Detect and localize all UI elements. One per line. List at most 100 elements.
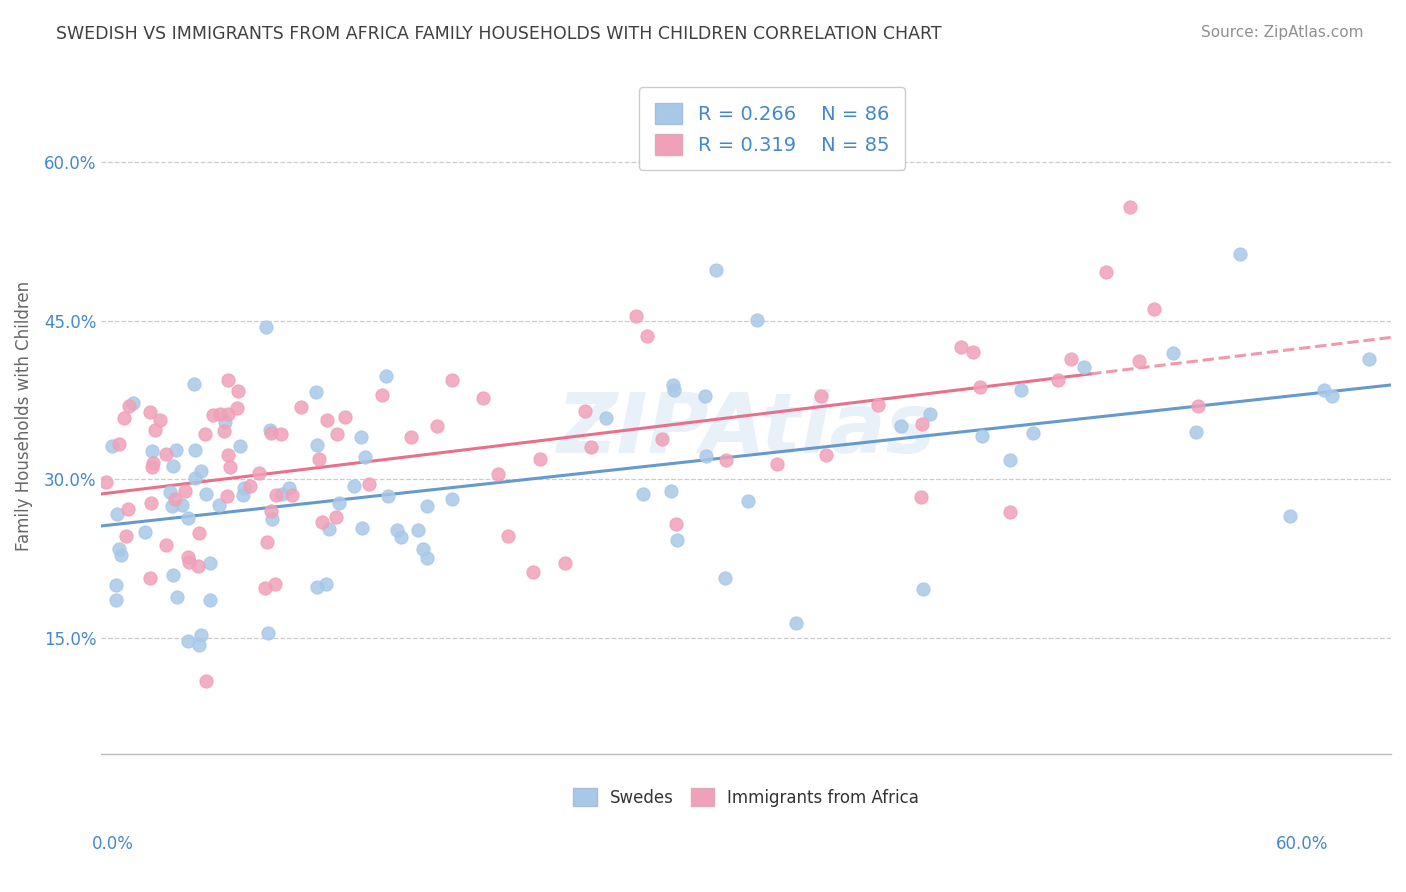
Point [704, 263, 727, 277]
Point [190, 628, 212, 642]
Point [425, 419, 447, 434]
Point [408, 756, 430, 770]
Point [307, 437, 329, 451]
Point [195, 487, 218, 501]
Point [1046, 373, 1069, 387]
Point [101, 439, 124, 453]
Point [247, 466, 270, 480]
Point [810, 389, 832, 403]
Point [139, 405, 162, 419]
Point [190, 464, 212, 478]
Point [325, 427, 347, 442]
Point [217, 448, 239, 462]
Point [141, 460, 163, 475]
Point [910, 490, 932, 504]
Point [918, 407, 941, 421]
Point [486, 467, 509, 482]
Point [233, 481, 256, 495]
Point [259, 423, 281, 437]
Point [1021, 425, 1043, 440]
Point [1073, 359, 1095, 374]
Point [184, 471, 207, 485]
Point [1185, 425, 1208, 440]
Point [325, 509, 347, 524]
Point [208, 499, 231, 513]
Point [177, 555, 200, 569]
Point [661, 484, 683, 499]
Point [377, 489, 399, 503]
Point [343, 479, 366, 493]
Point [579, 441, 602, 455]
Point [554, 556, 576, 570]
Point [176, 549, 198, 564]
Point [122, 396, 145, 410]
Point [440, 491, 463, 506]
Point [335, 409, 357, 424]
Point [270, 427, 292, 442]
Point [1011, 383, 1033, 397]
Point [662, 384, 685, 398]
Point [254, 581, 277, 595]
Point [219, 460, 242, 475]
Point [217, 373, 239, 387]
Text: ZIPAtlas: ZIPAtlas [557, 389, 936, 470]
Point [1161, 346, 1184, 360]
Point [263, 577, 285, 591]
Point [1279, 509, 1302, 524]
Point [998, 505, 1021, 519]
Point [212, 425, 235, 439]
Point [270, 487, 292, 501]
Text: SWEDISH VS IMMIGRANTS FROM AFRICA FAMILY HOUSEHOLDS WITH CHILDREN CORRELATION CH: SWEDISH VS IMMIGRANTS FROM AFRICA FAMILY… [56, 25, 942, 43]
Point [385, 523, 408, 537]
Point [737, 493, 759, 508]
Point [118, 399, 141, 413]
Point [912, 582, 935, 597]
Point [257, 625, 280, 640]
Point [141, 443, 163, 458]
Point [662, 378, 685, 392]
Point [1095, 265, 1118, 279]
Point [226, 384, 249, 399]
Point [108, 436, 131, 450]
Text: 60.0%: 60.0% [1277, 835, 1329, 853]
Point [970, 429, 993, 443]
Point [406, 524, 429, 538]
Point [1187, 399, 1209, 413]
Point [311, 515, 333, 529]
Point [574, 404, 596, 418]
Point [745, 313, 768, 327]
Point [232, 488, 254, 502]
Point [165, 443, 187, 458]
Point [315, 577, 337, 591]
Point [969, 379, 991, 393]
Point [187, 638, 209, 652]
Point [155, 447, 177, 461]
Point [202, 408, 225, 422]
Point [440, 373, 463, 387]
Point [412, 542, 434, 557]
Point [162, 567, 184, 582]
Point [254, 319, 277, 334]
Point [138, 571, 160, 585]
Point [163, 492, 186, 507]
Point [868, 398, 890, 412]
Point [416, 551, 439, 566]
Point [357, 477, 380, 491]
Point [631, 487, 654, 501]
Point [716, 453, 738, 467]
Point [239, 479, 262, 493]
Point [260, 504, 283, 518]
Point [595, 410, 617, 425]
Point [624, 309, 647, 323]
Point [194, 674, 217, 689]
Point [695, 449, 717, 463]
Point [350, 521, 373, 535]
Point [962, 344, 984, 359]
Point [695, 389, 717, 403]
Point [328, 496, 350, 510]
Point [110, 549, 132, 563]
Point [308, 451, 330, 466]
Point [160, 499, 183, 513]
Y-axis label: Family Households with Children: Family Households with Children [15, 281, 32, 551]
Point [134, 525, 156, 540]
